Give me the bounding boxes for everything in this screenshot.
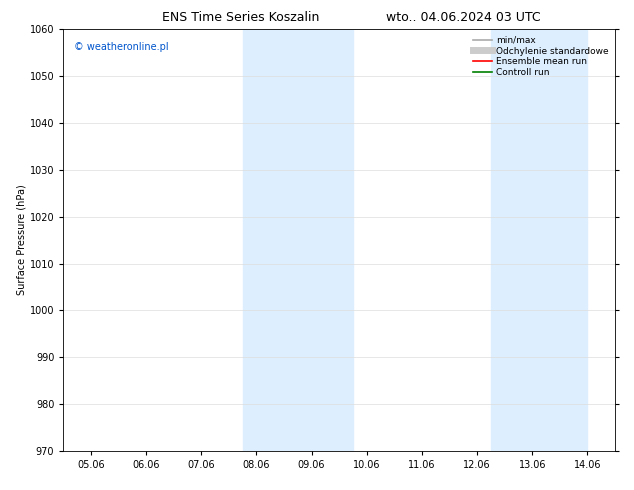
Text: ENS Time Series Koszalin: ENS Time Series Koszalin (162, 11, 320, 24)
Bar (243, 29, 353, 451)
Bar (491, 29, 588, 451)
Text: wto.. 04.06.2024 03 UTC: wto.. 04.06.2024 03 UTC (385, 11, 540, 24)
Y-axis label: Surface Pressure (hPa): Surface Pressure (hPa) (17, 185, 27, 295)
Legend: min/max, Odchylenie standardowe, Ensemble mean run, Controll run: min/max, Odchylenie standardowe, Ensembl… (472, 34, 611, 79)
Text: © weatheronline.pl: © weatheronline.pl (74, 42, 169, 52)
